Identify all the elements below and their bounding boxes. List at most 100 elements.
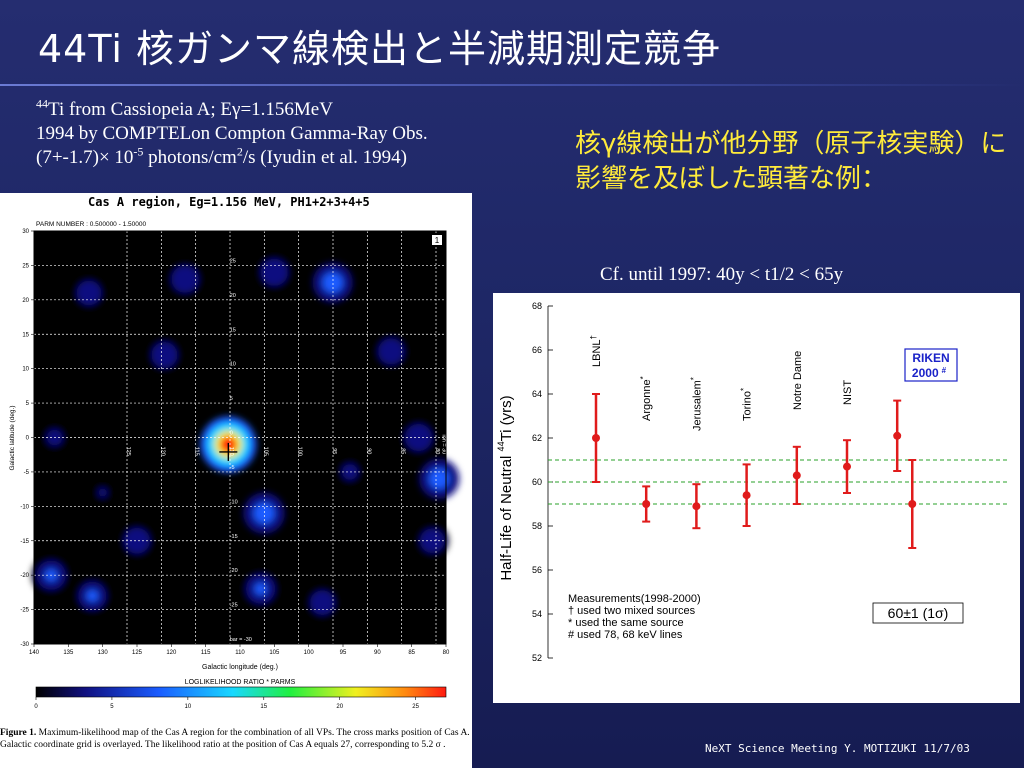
lab-label: LBNL†: [589, 335, 603, 367]
note-gamma: γ: [232, 99, 241, 120]
colorbar-tick-label: 0: [34, 704, 38, 710]
grid-lon-label: 125: [125, 447, 131, 456]
grid-lon-label: 80: [434, 448, 440, 454]
lab-name: Argonne: [641, 379, 653, 421]
grid-lat-label: -5: [230, 465, 235, 471]
map-x-tick-label: 125: [132, 650, 143, 656]
note-line-2: 1994 by COMPTELon Compton Gamma-Ray Obs.: [36, 123, 428, 145]
lab-name: Jerusalem: [691, 380, 703, 431]
colorbar-tick-label: 20: [336, 704, 343, 710]
map-y-tick-label: 30: [22, 229, 29, 235]
halflife-ylabel-pre: Half-Life of Neutral: [498, 451, 515, 580]
source-blob-12-layer-3: [84, 288, 94, 298]
data-point: [642, 500, 651, 508]
map-panel-number-box: [432, 235, 442, 245]
map-y-tick-label: -15: [20, 539, 29, 545]
legend-line-3: # used 78, 68 keV lines: [568, 629, 683, 641]
figure-caption-text: Maximum-likelihood map of the Cas A regi…: [0, 728, 470, 751]
legend-line-2: * used the same source: [568, 617, 684, 629]
map-y-tick-label: 5: [26, 401, 30, 407]
note-line-3a: (7+-1.7)× 10: [36, 147, 134, 169]
riken-mark: #: [942, 366, 947, 375]
data-point: [908, 500, 917, 508]
halflife-y-tick-label: 64: [532, 389, 542, 399]
grid-lat-label: bar = -30: [230, 637, 252, 643]
grid-lon-label: 85: [400, 448, 406, 454]
source-blob-5-layer-3: [326, 276, 339, 289]
map-x-tick-label: 95: [340, 650, 347, 656]
map-y-tick-label: -25: [20, 608, 29, 614]
map-x-tick-label: 115: [201, 650, 211, 656]
halflife-y-axis: 52 54 56 58 60 62 64 66 68: [532, 301, 553, 663]
lab-mark: †: [589, 335, 598, 339]
source-blob-3-layer-3: [179, 273, 191, 285]
map-x-tick-label: 90: [374, 650, 381, 656]
halflife-y-tick-label: 68: [532, 301, 542, 311]
lab-name: Notre Dame: [792, 351, 804, 410]
grid-lon-label: 105: [262, 447, 268, 456]
data-point: [893, 431, 902, 440]
lab-label: Notre Dame: [792, 351, 804, 410]
grid-lat-label: -10: [230, 499, 238, 505]
map-y-tick-label: 10: [22, 367, 29, 373]
lab-name: LBNL: [591, 339, 603, 367]
title-divider: [0, 84, 1024, 86]
grid-right-label: lon = 30: [441, 435, 447, 455]
data-point: [792, 471, 801, 480]
grid-lat-label: 10: [230, 362, 236, 368]
grid-lon-label: 100: [297, 447, 303, 456]
slide-footer: NeXT Science Meeting Y. MOTIZUKI 11/7/03: [705, 742, 970, 755]
slide-title: 44Ti 核ガンマ線検出と半減期測定競争: [38, 27, 722, 71]
halflife-y-tick-label: 62: [532, 433, 542, 443]
halflife-points: [592, 393, 917, 549]
data-point: [692, 502, 701, 511]
figure-caption-label: Figure 1.: [0, 728, 37, 738]
legend-line-1: † used two mixed sources: [568, 605, 696, 617]
grid-lat-label: 25: [230, 258, 236, 264]
data-point: [742, 491, 751, 500]
note-exponent: -5: [133, 144, 144, 159]
map-x-tick-label: 105: [269, 650, 280, 656]
colorbar-ticks: 0 5 10 15 20 25: [34, 697, 420, 710]
source-blob-2-layer-3: [254, 583, 267, 595]
halflife-lab-labels: LBNL†Argonne*Jerusalem*Torino* Notre Dame…: [589, 335, 854, 431]
note-line-3b: photons/cm: [143, 147, 237, 169]
map-y-tick-label: -10: [20, 504, 29, 510]
note-line-1a: Ti from Cassiopeia A; E: [48, 99, 233, 120]
source-blob-4-layer-3: [268, 266, 280, 278]
grid-lat-label: -15: [230, 534, 238, 540]
map-y-tick-label: 15: [22, 332, 29, 338]
halflife-ylabel-post: Ti (yrs): [498, 395, 515, 441]
map-y-tick-label: 20: [22, 298, 29, 304]
map-x-tick-label: 85: [408, 650, 415, 656]
halflife-y-tick-label: 60: [532, 477, 542, 487]
map-x-tick-label: 130: [98, 650, 109, 656]
grid-lat-label: 5: [230, 396, 233, 402]
legend-title: Measurements(1998-2000): [568, 593, 701, 605]
source-blob-15-layer-3: [345, 467, 355, 477]
map-panel-number: 1: [435, 236, 440, 245]
data-point: [843, 462, 851, 471]
grid-lon-label: 95: [331, 448, 337, 454]
note-mass-number: 44: [36, 96, 48, 111]
map-x-tick-label: 140: [29, 650, 40, 656]
map-title: Cas A region, Eg=1.156 MeV, PH1+2+3+4+5: [88, 195, 370, 209]
likelihood-map-chart: Cas A region, Eg=1.156 MeV, PH1+2+3+4+5 …: [9, 195, 460, 710]
lab-name: NIST: [842, 380, 854, 405]
riken-year-text: 2000: [912, 366, 939, 380]
data-point: [592, 434, 600, 442]
source-blob-7-layer-3: [433, 472, 446, 485]
note-line-1b: =1.156MeV: [240, 99, 333, 120]
halflife-y-tick-label: 54: [532, 609, 542, 619]
source-blob-14-layer-3: [427, 535, 438, 546]
map-y-tick-label: 0: [26, 436, 30, 442]
halflife-y-tick-label: 52: [532, 653, 542, 663]
halflife-chart-panel: 52 54 56 58 60 62 64 66 68 LBNL† Argonne* Jerusale…: [493, 293, 1020, 703]
colorbar-label: LOGLIKELIHOOD RATIO * PARMS: [185, 679, 296, 686]
map-y-tick-label: 25: [22, 263, 29, 269]
source-blob-10-layer-3: [131, 535, 143, 546]
map-param-label: PARM NUMBER : 0.500000 - 1.50000: [36, 221, 146, 228]
map-x-tick-label: 110: [235, 650, 245, 656]
lab-label: Torino*: [740, 388, 754, 421]
grid-lat-label: -20: [230, 568, 238, 574]
